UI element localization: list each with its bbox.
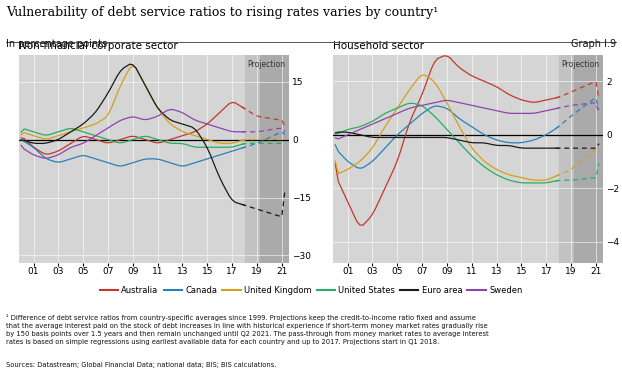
Text: Graph I.9: Graph I.9 — [570, 39, 616, 50]
Bar — [260, 55, 288, 263]
Text: Sources: Datastream; Global Financial Data; national data; BIS; BIS calculations: Sources: Datastream; Global Financial Da… — [6, 362, 277, 368]
Bar — [244, 55, 260, 263]
Text: In percentage points: In percentage points — [6, 39, 108, 50]
Text: Vulnerability of debt service ratios to rising rates varies by country¹: Vulnerability of debt service ratios to … — [6, 6, 439, 19]
Legend: Australia, Canada, United Kingdom, United States, Euro area, Sweden: Australia, Canada, United Kingdom, Unite… — [96, 283, 526, 299]
Text: Projection: Projection — [561, 59, 599, 68]
Text: Projection: Projection — [247, 60, 285, 69]
Text: Non-financial corporate sector: Non-financial corporate sector — [19, 41, 177, 51]
Bar — [559, 55, 574, 263]
Bar — [574, 55, 602, 263]
Text: Household sector: Household sector — [333, 41, 424, 51]
Text: ¹ Difference of debt service ratios from country-specific averages since 1999. P: ¹ Difference of debt service ratios from… — [6, 314, 489, 345]
